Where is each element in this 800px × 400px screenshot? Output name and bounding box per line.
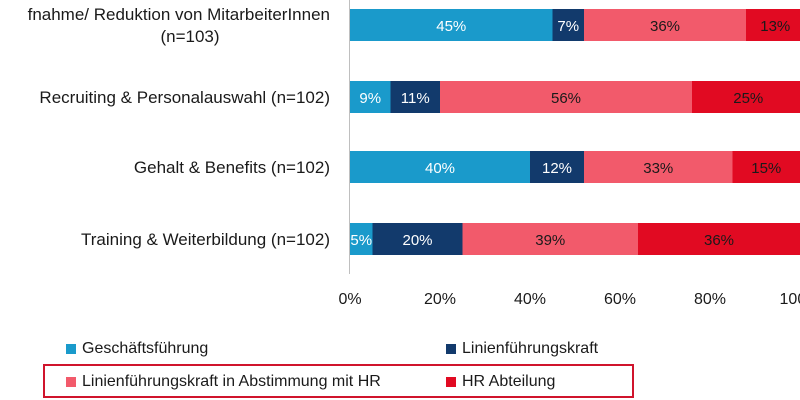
- bar-gesch-ftsf-hrung-4: [350, 223, 373, 255]
- category-label-1: (n=103): [160, 27, 219, 46]
- data-label-linienf-hrungskraft-4: 20%: [402, 232, 432, 249]
- category-label-2: Recruiting & Personalauswahl (n=102): [39, 88, 330, 107]
- bar-gesch-ftsf-hrung-3: [350, 151, 530, 183]
- legend-label: Linienführungskraft in Abstimmung mit HR: [82, 373, 381, 390]
- legend: Geschäftsführung Linienführungskraft Linie…: [0, 336, 800, 400]
- bar-linienf-hrungskraft-in-abstimmung-mit-hr-2: [440, 81, 692, 113]
- legend-item-gesch-ftsf-hrung: Geschäftsführung: [66, 340, 208, 358]
- legend-highlight-box: [43, 364, 634, 398]
- x-tick-label: 40%: [514, 291, 546, 308]
- category-labels: fnahme/ Reduktion von MitarbeiterInnen (n…: [28, 5, 330, 249]
- legend-label: HR Abteilung: [462, 373, 556, 390]
- x-tick-label: 100%: [780, 291, 800, 308]
- data-label-gesch-ftsf-hrung-1: 45%: [436, 18, 466, 35]
- bar-linienf-hrungskraft-3: [530, 151, 584, 183]
- data-label-linienf-hrungskraft-1: 7%: [557, 18, 579, 35]
- x-tick-label: 80%: [694, 291, 726, 308]
- data-label-linienf-hrungskraft-3: 12%: [542, 160, 572, 177]
- data-label-hr-abteilung-1: 13%: [760, 18, 790, 35]
- stacked-bar-chart: 45% 7% 36% 13% 9% 11% 56% 25% 40% 12% 33% 15% 5% 20% 3…: [28, 0, 800, 308]
- bar-gesch-ftsf-hrung-1: [350, 9, 553, 41]
- bar-hr-abteilung-4: [638, 223, 800, 255]
- bar-hr-abteilung-1: [746, 9, 800, 41]
- category-label-1: fnahme/ Reduktion von MitarbeiterInnen: [28, 5, 330, 24]
- bars: 45% 7% 36% 13% 9% 11% 56% 25% 40% 12% 33% 15% 5% 20% 3…: [350, 9, 800, 255]
- data-label-linienf-hrungskraft-in-abstimmung-mit-hr-2: 56%: [551, 90, 581, 107]
- data-label-gesch-ftsf-hrung-3: 40%: [425, 160, 455, 177]
- legend-item-hr-abteilung: HR Abteilung: [446, 373, 555, 391]
- legend-item-linienf-hrungskraft-in-abstimmung-mit-hr: Linienführungskraft in Abstimmung mit HR: [66, 373, 381, 391]
- legend-label: Linienführungskraft: [462, 340, 599, 357]
- bar-linienf-hrungskraft-in-abstimmung-mit-hr-4: [462, 223, 638, 255]
- x-tick-label: 20%: [424, 291, 456, 308]
- x-axis-ticks: 0% 20% 40% 60% 80% 100%: [338, 291, 800, 308]
- legend-label: Geschäftsführung: [82, 340, 209, 357]
- bar-linienf-hrungskraft-4: [372, 223, 463, 255]
- bar-linienf-hrungskraft-in-abstimmung-mit-hr-3: [584, 151, 733, 183]
- legend-swatch: [66, 344, 76, 354]
- legend-swatch: [446, 377, 456, 387]
- bar-linienf-hrungskraft-in-abstimmung-mit-hr-1: [584, 9, 746, 41]
- legend-swatch: [446, 344, 456, 354]
- legend-item-linienf-hrungskraft: Linienführungskraft: [446, 340, 598, 358]
- data-label-linienf-hrungskraft-in-abstimmung-mit-hr-4: 39%: [535, 232, 565, 249]
- category-label-4: Training & Weiterbildung (n=102): [81, 230, 330, 249]
- category-label-3: Gehalt & Benefits (n=102): [134, 158, 330, 177]
- data-label-gesch-ftsf-hrung-2: 9%: [359, 90, 381, 107]
- data-label-hr-abteilung-4: 36%: [704, 232, 734, 249]
- bar-linienf-hrungskraft-1: [552, 9, 584, 41]
- data-label-hr-abteilung-2: 25%: [733, 90, 763, 107]
- data-label-linienf-hrungskraft-in-abstimmung-mit-hr-3: 33%: [643, 160, 673, 177]
- x-tick-label: 0%: [338, 291, 361, 308]
- bar-linienf-hrungskraft-2: [390, 81, 440, 113]
- data-label-linienf-hrungskraft-in-abstimmung-mit-hr-1: 36%: [650, 18, 680, 35]
- data-label-gesch-ftsf-hrung-4: 5%: [350, 232, 372, 249]
- bar-gesch-ftsf-hrung-2: [350, 81, 391, 113]
- x-tick-label: 60%: [604, 291, 636, 308]
- data-label-hr-abteilung-3: 15%: [751, 160, 781, 177]
- legend-swatch: [66, 377, 76, 387]
- bar-hr-abteilung-2: [692, 81, 800, 113]
- bar-hr-abteilung-3: [732, 151, 800, 183]
- data-label-linienf-hrungskraft-2: 11%: [401, 90, 430, 107]
